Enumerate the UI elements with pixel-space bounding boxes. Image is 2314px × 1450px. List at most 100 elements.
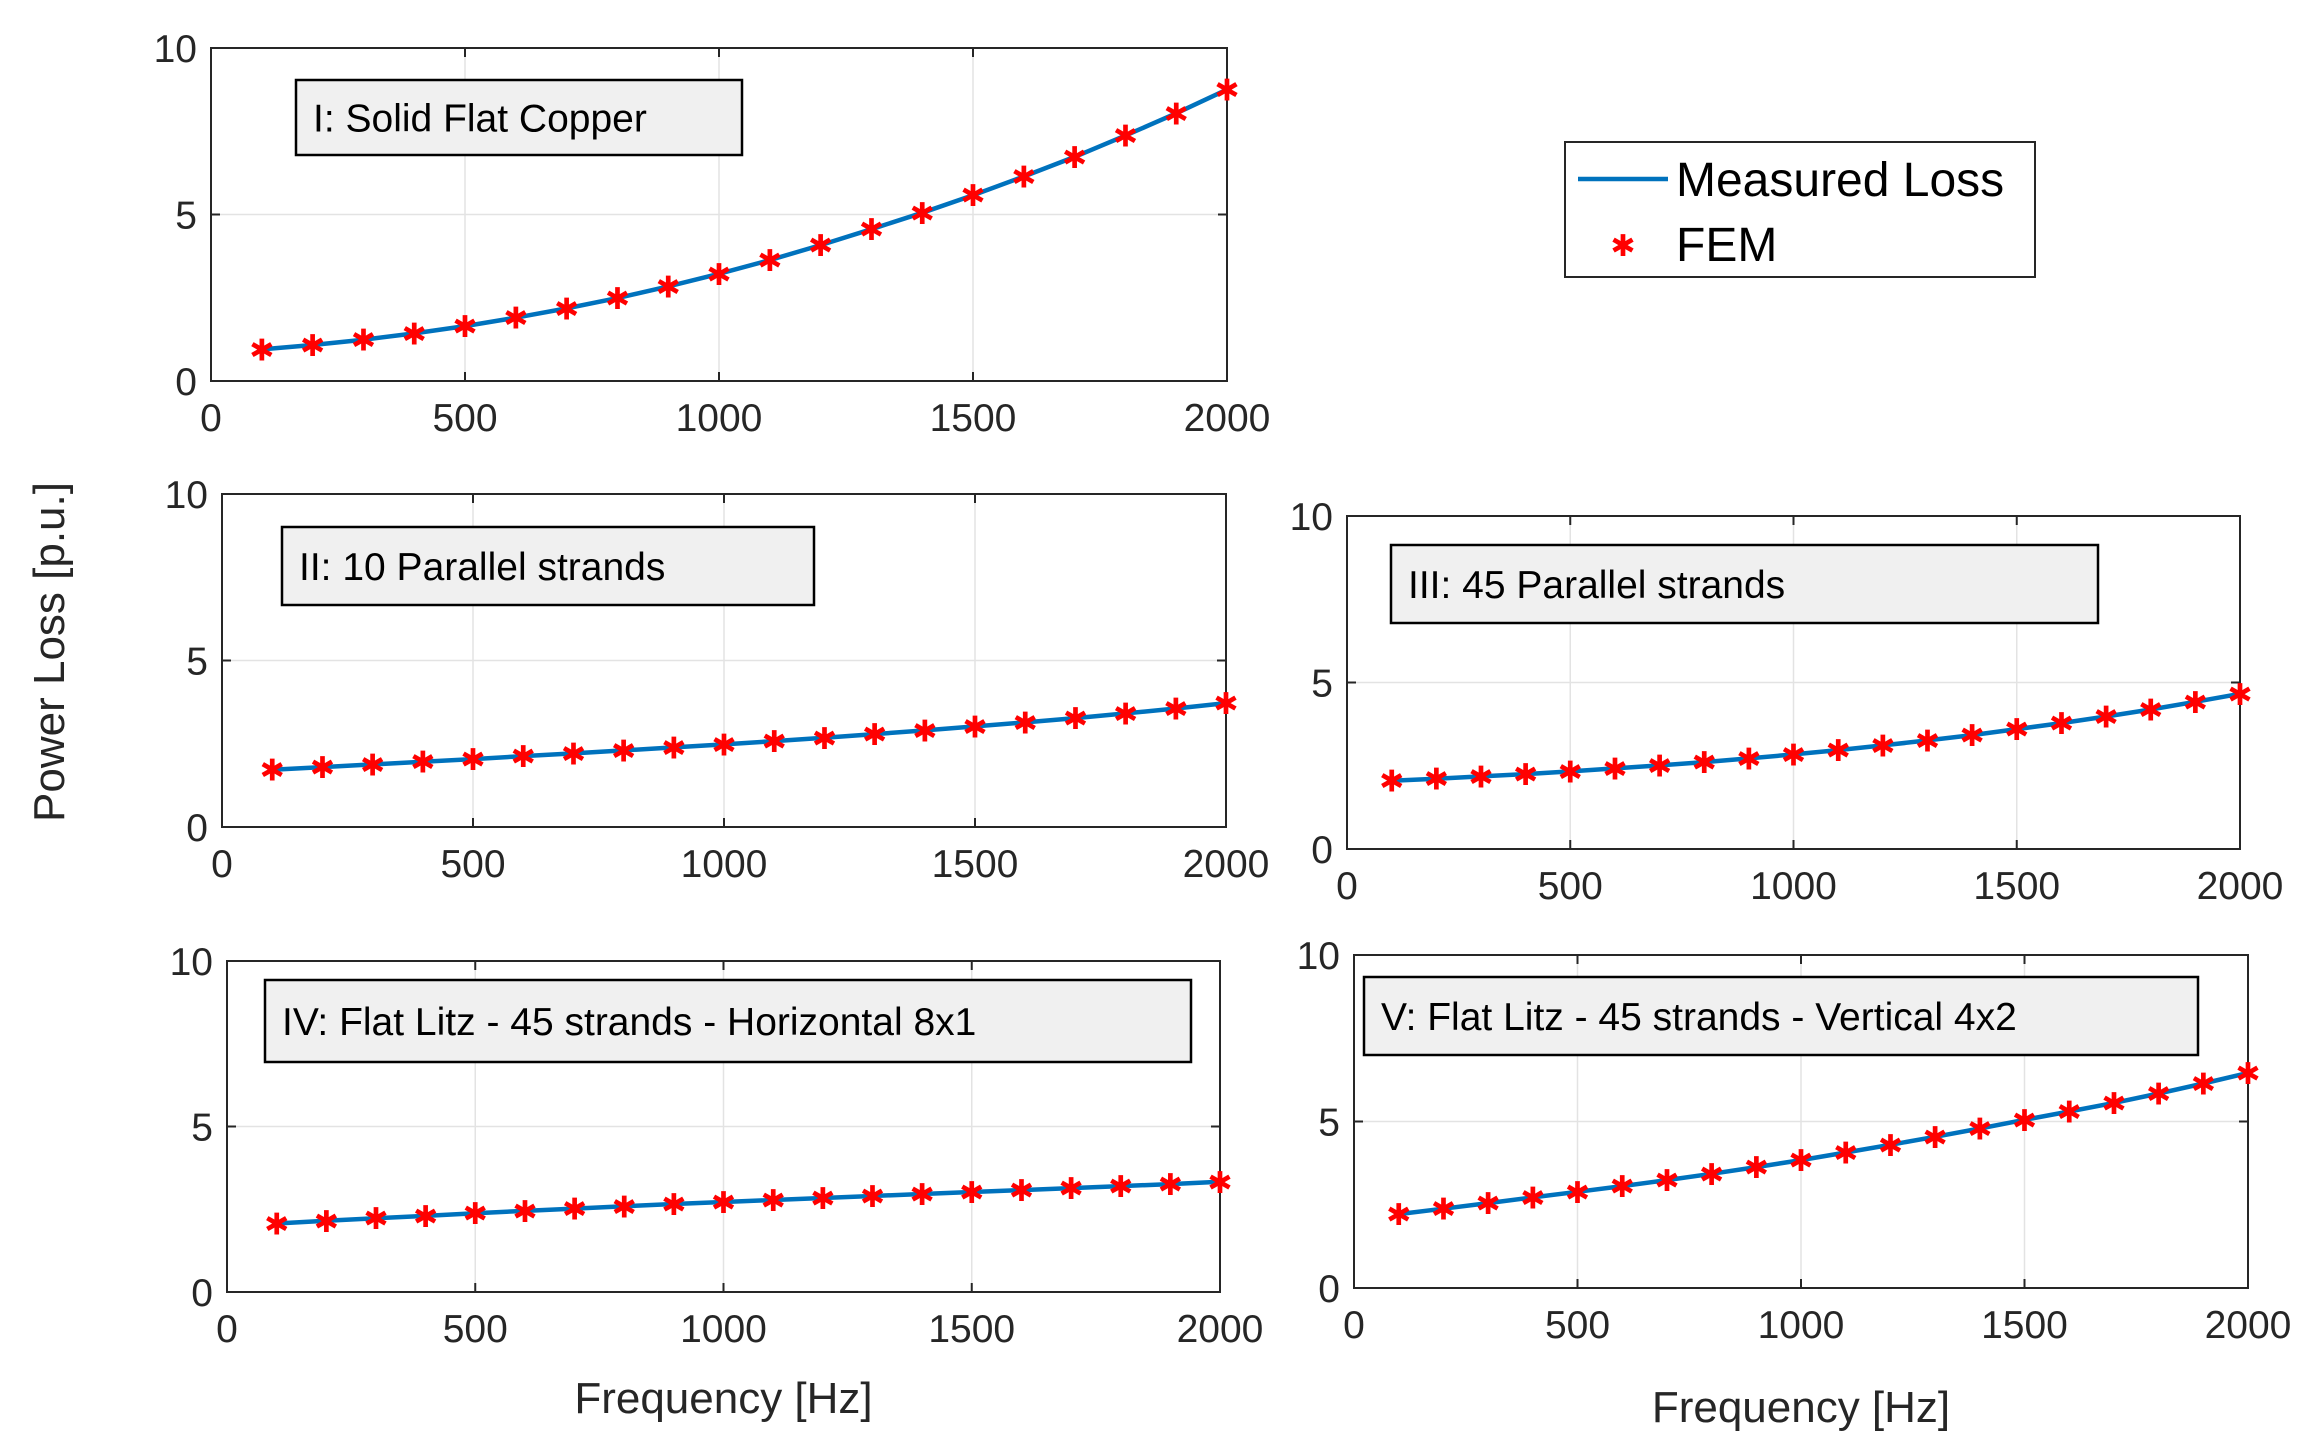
x-tick-label: 1500 xyxy=(932,843,1019,886)
y-tick-label: 5 xyxy=(186,641,208,684)
fem-marker: ✱ xyxy=(812,722,837,757)
y-tick-label: 0 xyxy=(1311,829,1333,872)
x-tick-label: 1000 xyxy=(680,1308,767,1351)
fem-marker: ✱ xyxy=(1013,706,1038,741)
fem-marker: ✱ xyxy=(808,229,833,264)
fem-marker: ✱ xyxy=(2057,1096,2082,1131)
fem-marker: ✱ xyxy=(2012,1104,2037,1139)
fem-marker: ✱ xyxy=(264,1207,289,1242)
annotation-label: III: 45 Parallel strands xyxy=(1408,564,1785,607)
fem-marker: ✱ xyxy=(612,1190,637,1225)
shared-y-axis-label: Power Loss [p.u.] xyxy=(25,482,74,822)
fem-marker: ✱ xyxy=(862,718,887,753)
fem-marker: ✱ xyxy=(1833,1136,1858,1171)
fem-marker: ✱ xyxy=(1967,1112,1992,1147)
x-tick-label: 0 xyxy=(216,1308,238,1351)
annotation-box xyxy=(1389,543,2100,625)
fem-marker: ✱ xyxy=(2227,678,2252,713)
fem-marker: ✱ xyxy=(2191,1068,2216,1103)
panel-ii: 0 500 1000 1500 2000 0 5 10 ✱ ✱ ✱ ✱ ✱ ✱ ✱ ✱ ✱ ✱ ✱ ✱ ✱ ✱ ✱ ✱ ✱ ✱ ✱ ✱… xyxy=(165,474,1270,886)
fem-marker: ✱ xyxy=(1692,746,1717,781)
y-tick-label: 10 xyxy=(1290,496,1333,539)
fem-marker: ✱ xyxy=(1379,765,1404,800)
x-tick-label: 1000 xyxy=(1758,1304,1845,1347)
series-line-measured-loss xyxy=(276,1179,1221,1226)
fem-marker: ✱ xyxy=(512,1195,537,1230)
panel-iii: 0 500 1000 1500 2000 0 5 10 ✱ ✱ ✱ ✱ ✱ ✱ ✱ ✱ ✱ ✱ ✱ ✱ ✱ ✱ ✱ ✱ ✱ ✱ ✱ ✱… xyxy=(1290,496,2284,908)
panel-i: 0 500 1000 1500 2000 0 5 10 ✱ ✱ ✱ ✱ ✱ ✱ ✱ ✱ ✱ ✱ ✱ ✱ ✱ ✱ ✱ ✱ ✱ ✱ ✱ ✱… xyxy=(154,28,1271,440)
fem-marker: ✱ xyxy=(1788,1144,1813,1179)
x-tick-label: 500 xyxy=(1538,865,1603,908)
series-line-measured-loss xyxy=(1398,1070,2249,1217)
fem-marker: ✱ xyxy=(249,333,274,368)
fem-marker: ✱ xyxy=(1520,1181,1545,1216)
fem-marker: ✱ xyxy=(511,740,536,775)
fem-marker: ✱ xyxy=(1878,1129,1903,1164)
fem-marker: ✱ xyxy=(1063,702,1088,737)
fem-marker: ✱ xyxy=(300,329,325,364)
fem-marker: ✱ xyxy=(2138,693,2163,728)
fem-marker: ✱ xyxy=(1558,755,1583,790)
x-tick-label: 2000 xyxy=(1177,1308,1264,1351)
fem-marker: ✱ xyxy=(463,1197,488,1232)
fem-marker: ✱ xyxy=(1826,734,1851,769)
x-tick-label: 500 xyxy=(432,397,497,440)
fem-marker: ✱ xyxy=(1164,97,1189,132)
fem-marker: ✱ xyxy=(2093,700,2118,735)
y-tick-label: 10 xyxy=(165,474,208,517)
fem-marker: ✱ xyxy=(912,714,937,749)
fem-marker: ✱ xyxy=(661,1188,686,1223)
fem-marker: ✱ xyxy=(2235,1057,2260,1092)
fem-marker: ✱ xyxy=(554,292,579,327)
fem-marker: ✱ xyxy=(757,244,782,279)
x-tick-label: 0 xyxy=(200,397,222,440)
annotation-label: V: Flat Litz - 45 strands - Vertical 4x2 xyxy=(1381,996,2017,1039)
annotation-box xyxy=(280,525,816,607)
fem-marker: ✱ xyxy=(503,302,528,337)
fem-marker: ✱ xyxy=(711,728,736,763)
fem-marker: ✱ xyxy=(860,1180,885,1215)
y-tick-label: 10 xyxy=(170,941,213,984)
fem-marker: ✱ xyxy=(413,1200,438,1235)
fem-marker: ✱ xyxy=(1468,760,1493,795)
fem-marker: ✱ xyxy=(310,751,335,786)
x-tick-label: 1500 xyxy=(928,1308,1015,1351)
fem-marker: ✱ xyxy=(360,748,385,783)
legend-box xyxy=(1564,141,2036,278)
fem-marker: ✱ xyxy=(1213,687,1238,722)
x-tick-label: 1500 xyxy=(930,397,1017,440)
fem-marker: ✱ xyxy=(611,734,636,769)
fem-marker: ✱ xyxy=(711,1186,736,1221)
fem-marker: ✱ xyxy=(1744,1151,1769,1186)
fem-marker: ✱ xyxy=(1610,1170,1635,1205)
y-tick-label: 0 xyxy=(191,1272,213,1315)
legend-marker-swatch: ✱ xyxy=(1610,229,1635,264)
fem-marker: ✱ xyxy=(2146,1078,2171,1113)
fem-marker: ✱ xyxy=(656,270,681,305)
x-tick-label: 0 xyxy=(1343,1304,1365,1347)
fem-marker: ✱ xyxy=(1424,763,1449,798)
annotation-box xyxy=(294,78,744,157)
fem-marker: ✱ xyxy=(1699,1158,1724,1193)
fem-marker: ✱ xyxy=(363,1202,388,1237)
annotation-box xyxy=(263,978,1193,1064)
y-tick-label: 10 xyxy=(1297,935,1340,978)
annotation-label: I: Solid Flat Copper xyxy=(313,98,647,141)
fem-marker: ✱ xyxy=(1062,141,1087,176)
y-tick-label: 5 xyxy=(1311,663,1333,706)
x-axis-label: Frequency [Hz] xyxy=(1652,1383,1950,1432)
fem-marker: ✱ xyxy=(1113,120,1138,155)
y-tick-label: 5 xyxy=(1318,1102,1340,1145)
x-tick-label: 2000 xyxy=(2205,1304,2292,1347)
fem-marker: ✱ xyxy=(1915,724,1940,759)
fem-marker: ✱ xyxy=(661,731,686,766)
fem-marker: ✱ xyxy=(810,1182,835,1217)
fem-marker: ✱ xyxy=(314,1205,339,1240)
y-tick-label: 0 xyxy=(1318,1268,1340,1311)
fem-marker: ✱ xyxy=(1207,1166,1232,1201)
annotation-label: II: 10 Parallel strands xyxy=(299,546,665,589)
x-tick-label: 0 xyxy=(211,843,233,886)
fem-marker: ✱ xyxy=(1431,1193,1456,1228)
y-tick-label: 0 xyxy=(186,807,208,850)
